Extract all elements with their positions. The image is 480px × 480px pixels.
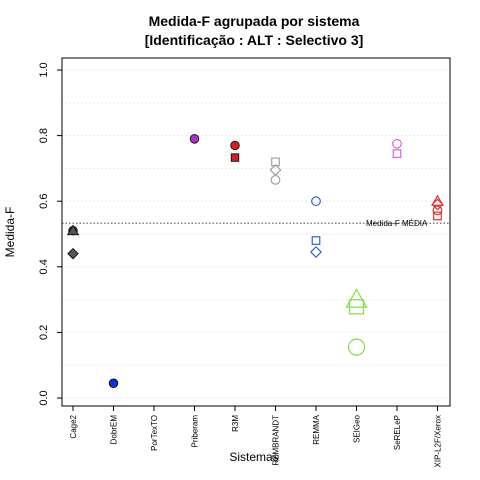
x-tick-label: SeRELeP: [393, 415, 402, 450]
plot-frame: [61, 57, 451, 407]
y-tick-label: 0.8: [38, 128, 50, 143]
x-tick-label: REMBRANDT: [272, 415, 281, 466]
x-tick-label: Priberam: [191, 415, 200, 448]
grid: [62, 69, 450, 399]
point-square: [311, 236, 321, 245]
point-diamond: [67, 247, 79, 260]
point-circle: [189, 134, 200, 144]
chart-title: Medida-F agrupada por sistema: [149, 13, 360, 29]
point-diamond: [431, 198, 444, 211]
y-tick-label: 0.2: [38, 325, 50, 340]
point-diamond: [309, 246, 323, 259]
y-tick-label: 0.4: [38, 259, 50, 274]
y-tick-label: 0.6: [38, 194, 50, 209]
x-tick-label: R3M: [231, 415, 240, 432]
point-square: [433, 211, 442, 221]
x-axis: Cage2 DobrEM PorTexTO Priberam R3M REMBRANDT R…: [69, 406, 443, 467]
x-tick-label: Cage2: [69, 414, 78, 438]
y-tick-label: 0.0: [38, 390, 50, 405]
point-circle: [108, 378, 119, 388]
point-circle: [270, 174, 281, 185]
point-diamond: [269, 164, 282, 177]
x-tick-label: REMMA: [312, 414, 321, 444]
y-tick-label: 1.0: [38, 62, 50, 77]
chart-subtitle: [Identificação : ALT : Selectivo 3]: [145, 32, 364, 48]
reference-line-label: Medida-F MÉDIA: [366, 219, 428, 228]
point-circle: [392, 138, 402, 149]
points-group: [66, 134, 444, 388]
point-circle: [230, 140, 240, 151]
x-tick-label: XIP-L2F/Xerox: [434, 415, 443, 467]
point-circle: [347, 338, 366, 356]
point-circle: [311, 196, 321, 207]
x-axis-label: Sistemas: [229, 450, 278, 464]
point-triangle: [345, 288, 368, 308]
x-tick-label: DobrEM: [110, 415, 119, 445]
y-axis-label: Medida-F: [3, 207, 17, 258]
point-triangle: [66, 224, 80, 236]
y-axis: 0.0 0.2 0.4 0.6 0.8 1.0: [38, 62, 62, 406]
x-tick-label: SEIGeo: [353, 414, 362, 443]
point-triangle: [431, 194, 444, 206]
point-square: [348, 299, 365, 315]
point-circle: [432, 205, 443, 216]
reference-line-group: Medida-F MÉDIA: [62, 219, 450, 228]
point-square: [230, 153, 240, 162]
x-tick-label: PorTexTO: [150, 415, 159, 451]
point-square: [392, 149, 402, 159]
